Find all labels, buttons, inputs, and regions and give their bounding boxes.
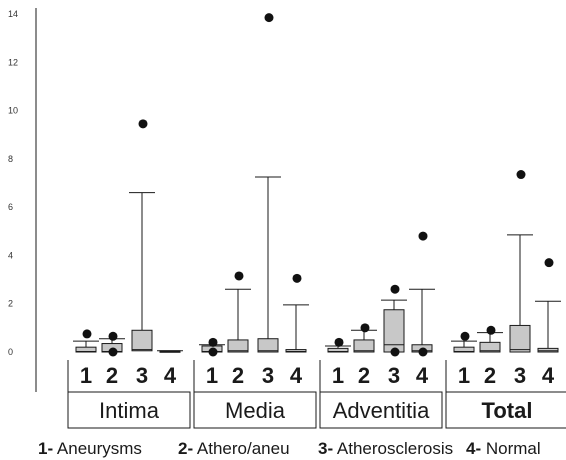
category-label: 2	[358, 363, 370, 388]
box-intima-2	[99, 331, 125, 357]
category-label: 1	[458, 363, 470, 388]
outlier-point	[138, 119, 148, 129]
outlier-point	[418, 347, 428, 357]
y-tick-label: 10	[8, 106, 18, 116]
box-iqr	[227, 339, 249, 353]
box-media-2	[225, 271, 251, 353]
legend-key: 1-	[38, 439, 53, 458]
legend: 1- Aneurysms 2- Athero/aneu 3- Atheroscler…	[38, 439, 541, 458]
category-label: 1	[332, 363, 344, 388]
legend-label: Athero/aneu	[193, 439, 289, 458]
category-label: 2	[484, 363, 496, 388]
y-axis: 0 2 4 6 8 10 12 14	[8, 8, 37, 392]
box-media-3	[255, 13, 281, 353]
box-total-4	[535, 258, 561, 353]
group-box	[445, 391, 566, 429]
group-label: Intima	[99, 398, 160, 423]
category-label: 2	[106, 363, 118, 388]
category-label: 3	[136, 363, 148, 388]
box-intima-3	[129, 119, 155, 352]
box-iqr	[479, 341, 501, 353]
legend-label: Aneurysms	[53, 439, 142, 458]
category-label: 4	[290, 363, 303, 388]
box-media-4	[283, 273, 309, 353]
box-iqr	[383, 309, 405, 353]
outlier-point	[82, 329, 92, 339]
outlier-point	[208, 347, 218, 357]
outlier-point	[208, 337, 218, 347]
y-tick-label: 6	[8, 202, 13, 212]
category-label: 3	[262, 363, 274, 388]
box-intima-4	[157, 350, 183, 353]
legend-key: 4-	[466, 439, 481, 458]
group-box	[67, 391, 191, 429]
group-axis: Intima Media Adventitia Total	[67, 391, 566, 429]
category-label: 1	[80, 363, 92, 388]
group-box	[319, 391, 443, 429]
outlier-point	[390, 347, 400, 357]
group-label: Adventitia	[333, 398, 430, 423]
y-tick-label: 0	[8, 347, 13, 357]
legend-item: 2- Athero/aneu	[178, 439, 290, 458]
box-total-3	[507, 170, 533, 353]
box-total-1	[451, 331, 477, 353]
box-iqr	[257, 338, 279, 353]
legend-key: 3-	[318, 439, 333, 458]
legend-item: 4- Normal	[466, 439, 541, 458]
category-label: 2	[232, 363, 244, 388]
box-adventitia-1	[325, 337, 351, 353]
box-iqr	[509, 324, 531, 353]
outlier-point	[264, 13, 274, 23]
group-box	[193, 391, 317, 429]
box-adventitia-4	[409, 231, 435, 357]
outlier-point	[292, 273, 302, 283]
outlier-point	[516, 170, 526, 180]
y-tick-label: 12	[8, 57, 18, 67]
category-label: 1	[206, 363, 218, 388]
legend-item: 1- Aneurysms	[38, 439, 142, 458]
box-intima-1	[73, 329, 99, 353]
legend-label: Normal	[481, 439, 541, 458]
category-label: 3	[514, 363, 526, 388]
outlier-point	[108, 347, 118, 357]
outlier-point	[360, 323, 370, 333]
category-label: 4	[542, 363, 555, 388]
group-label: Media	[225, 398, 286, 423]
outlier-point	[418, 231, 428, 241]
box-adventitia-2	[351, 323, 377, 353]
legend-key: 2-	[178, 439, 193, 458]
outlier-point	[486, 325, 496, 335]
y-tick-label: 4	[8, 250, 13, 260]
box-total-2	[477, 325, 503, 353]
outlier-point	[390, 284, 400, 294]
box-adventitia-3	[381, 284, 407, 357]
box-iqr	[353, 339, 375, 353]
box-iqr	[131, 329, 153, 352]
category-label: 4	[164, 363, 177, 388]
box-iqr	[537, 347, 559, 353]
y-tick-label: 2	[8, 299, 13, 309]
category-label: 3	[388, 363, 400, 388]
plot-area	[73, 13, 561, 357]
outlier-point	[334, 337, 344, 347]
outlier-point	[544, 258, 554, 268]
y-tick-label: 14	[8, 9, 18, 19]
y-tick-label: 8	[8, 154, 13, 164]
box-media-1	[199, 337, 225, 357]
outlier-point	[108, 331, 118, 341]
outlier-point	[460, 331, 470, 341]
outlier-point	[234, 271, 244, 281]
legend-label: Atherosclerosis	[333, 439, 453, 458]
category-label: 4	[416, 363, 429, 388]
legend-item: 3- Atherosclerosis	[318, 439, 453, 458]
group-label: Total	[482, 398, 533, 423]
